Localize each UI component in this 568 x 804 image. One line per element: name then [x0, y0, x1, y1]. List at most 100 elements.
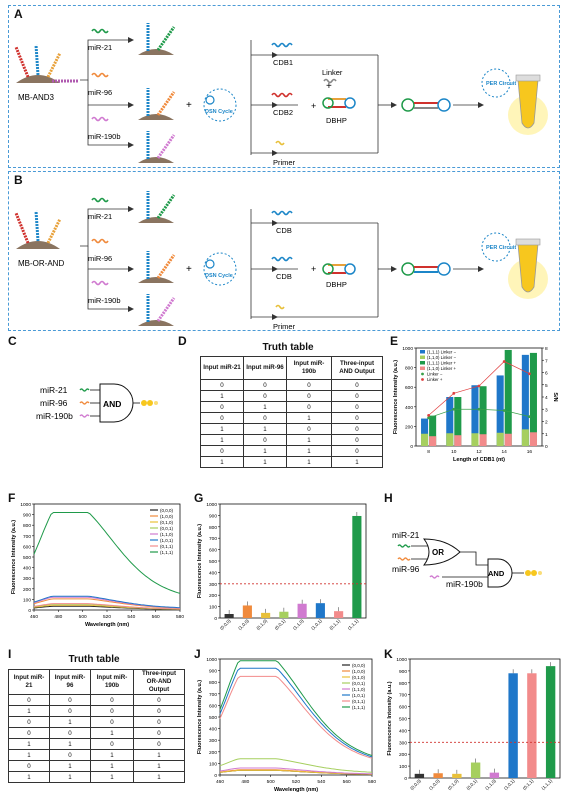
i-truth-table: Input miR-21 Input miR-96 Input miR-190b… — [8, 669, 185, 783]
legend-label: (1,1,1) Linker + — [427, 361, 457, 366]
d-col-header: Three-input AND Output — [331, 356, 383, 380]
bar — [279, 611, 289, 618]
y-axis-label: Fluorescence Intensity (a.u.) — [11, 520, 17, 594]
table-cell: 0 — [8, 694, 50, 706]
legend-label: (1,1,1) — [160, 550, 174, 555]
table-cell: 0 — [8, 760, 50, 772]
y-tick-label: 400 — [209, 570, 217, 576]
series-line — [33, 595, 181, 609]
y-tick-label: 800 — [405, 366, 413, 372]
b-dsn-cycle-icon: DSN Cycle — [203, 252, 237, 286]
panel-b-schematic: MB-OR-AND miR-21 miR-96 miR-190b + DSN C… — [14, 191, 548, 331]
panel-label-c: C — [8, 334, 17, 348]
x-tick-label: (0,1,1) — [328, 618, 341, 631]
legend-label: (1,1,0) Linker − — [427, 355, 457, 360]
y-tick-label: 900 — [209, 669, 217, 675]
legend-label: Linker + — [427, 377, 443, 382]
legend-swatch — [420, 366, 425, 370]
table-cell: 1 — [133, 771, 185, 783]
y-tick-label: 400 — [399, 728, 407, 734]
mb-or-and-bead-icon — [14, 210, 62, 249]
c-gate-label: AND — [103, 399, 121, 409]
panel-label-a: A — [14, 7, 23, 21]
legend-swatch — [420, 355, 425, 359]
c-input-2: miR-96 — [40, 398, 68, 408]
b-dbhp-label: DBHP — [326, 280, 347, 289]
table-cell: 0 — [331, 401, 383, 413]
table-cell: 1 — [133, 749, 185, 761]
bar — [452, 773, 462, 778]
x-tick-label: 480 — [241, 779, 249, 785]
a-tube-glow-icon — [508, 74, 548, 135]
x-tick-label: 16 — [527, 449, 533, 455]
x-tick-label: 520 — [292, 779, 300, 785]
x-tick-label: (1,1,1) — [347, 618, 360, 631]
bar — [454, 435, 462, 446]
x-tick-label: 540 — [317, 779, 325, 785]
a-dsn-cycle-icon: DSN Cycle — [203, 88, 237, 122]
bar — [261, 612, 271, 618]
x-tick-label: 14 — [502, 449, 508, 455]
x-tick-label: 500 — [79, 614, 87, 620]
y-tick-label: 300 — [209, 582, 217, 588]
y-axis-label: Fluorescence Intensity (a.u.) — [393, 360, 399, 434]
legend-label: (1,0,0) — [352, 669, 366, 674]
i-col-header: Three-input OR-AND Output — [133, 669, 185, 695]
bar — [508, 673, 518, 778]
x-axis-label: Wavelength (nm) — [85, 622, 129, 628]
table-cell: 0 — [243, 390, 287, 402]
x-tick-label: (0,1,0) — [255, 618, 268, 631]
y-axis-label: Fluorescence Intensity (a.u.) — [197, 680, 203, 754]
bar — [527, 673, 537, 778]
table-cell: 0 — [331, 434, 383, 446]
series-line — [219, 675, 373, 759]
a-per-circuit-icon: PER Circuit — [481, 68, 516, 98]
table-cell: 0 — [90, 716, 134, 728]
plot-frame — [33, 503, 181, 611]
table-cell: 0 — [49, 694, 91, 706]
bar — [429, 415, 437, 446]
c-output-glow-icon — [141, 400, 158, 406]
y2-axis-label: S/N — [552, 392, 558, 401]
table-cell: 1 — [243, 445, 287, 457]
mb-and3-label: MB-AND3 — [18, 93, 55, 102]
table-cell: 0 — [200, 445, 244, 457]
table-cell: 1 — [49, 716, 91, 728]
chart-g: 0 100 200 300 400 500 600 700 800 900 1000 Fluoresc… — [197, 502, 367, 631]
table-cell: 1 — [8, 749, 50, 761]
y2-tick-label: 3 — [545, 407, 548, 413]
a-linker-label: Linker — [322, 68, 343, 77]
a-dbhp-label: DBHP — [326, 116, 347, 125]
c-input-3: miR-190b — [36, 411, 73, 421]
x-tick-label: 500 — [267, 779, 275, 785]
table-cell: 1 — [133, 760, 185, 772]
x-tick-label: 520 — [103, 614, 111, 620]
d-truth-table: Input miR-21 Input miR-96 Input miR-190b… — [200, 356, 383, 468]
b-input-3: miR-190b — [88, 296, 121, 305]
bar — [471, 385, 479, 446]
y-tick-label: 0 — [410, 444, 413, 450]
series-line — [219, 660, 373, 757]
table-cell: 1 — [243, 456, 287, 468]
table-cell: 1 — [8, 705, 50, 717]
panel-label-k: K — [384, 647, 393, 661]
legend-label: (0,0,0) — [352, 663, 366, 668]
y-tick-label: 900 — [209, 513, 217, 519]
x-tick-label: 8 — [427, 449, 430, 455]
table-cell: 1 — [286, 412, 332, 424]
svg-text:+: + — [311, 101, 316, 111]
x-tick-label: 560 — [152, 614, 160, 620]
table-cell: 0 — [8, 716, 50, 728]
sn-line — [428, 408, 530, 419]
bar — [242, 605, 252, 618]
legend-swatch — [421, 372, 424, 376]
mb-or-and-label: MB-OR-AND — [18, 259, 64, 268]
bar — [529, 352, 537, 446]
bar — [414, 773, 425, 778]
h-output-glow-icon — [525, 570, 542, 576]
